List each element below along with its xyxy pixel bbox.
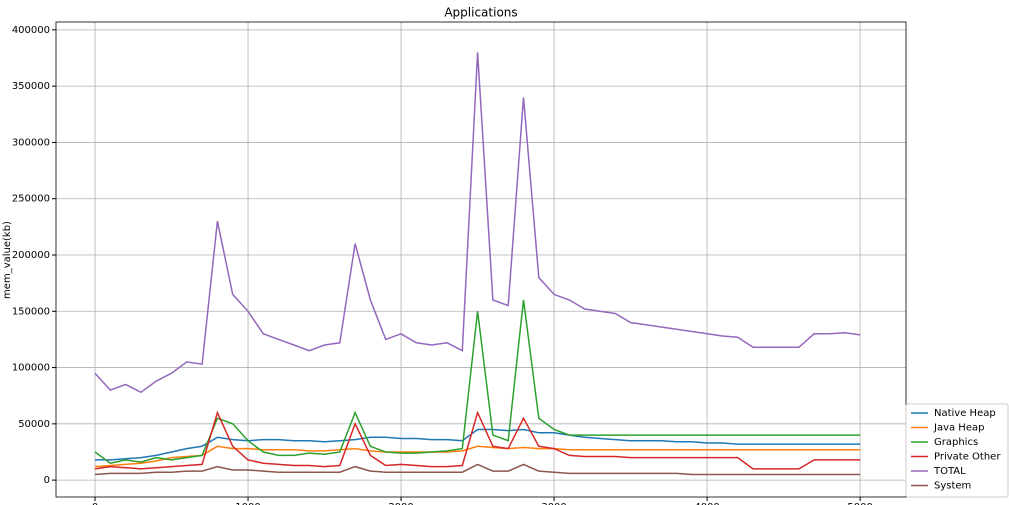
- data-line: [94, 299, 861, 465]
- y-tick-label: 350000: [12, 81, 50, 92]
- x-tick-label: 3000: [541, 502, 566, 505]
- legend-label: Native Heap: [934, 408, 996, 419]
- x-tick-label: 1000: [235, 502, 260, 505]
- data-line: [95, 428, 861, 461]
- data-line: [94, 52, 861, 394]
- y-tick-label: 300000: [12, 137, 50, 148]
- plot-frame: [55, 21, 907, 498]
- chart-title: Applications: [444, 6, 517, 20]
- y-tick-label: 150000: [12, 306, 50, 317]
- data-line: [94, 410, 861, 470]
- y-tick-label: 200000: [12, 250, 50, 261]
- x-tick-label: 2000: [388, 502, 413, 505]
- legend-label: Java Heap: [933, 423, 984, 434]
- legend-label: System: [934, 481, 971, 492]
- x-tick-label: 4000: [694, 502, 719, 505]
- legend-label: TOTAL: [933, 466, 966, 477]
- x-tick-label: 0: [92, 502, 98, 505]
- y-axis-label: mem_value(kb): [2, 221, 13, 299]
- y-tick-label: 0: [44, 475, 50, 486]
- data-line: [94, 463, 861, 476]
- legend-label: Private Other: [934, 452, 1001, 463]
- y-tick-label: 400000: [12, 25, 50, 36]
- legend-box: [905, 403, 1009, 498]
- legend-label: Graphics: [934, 437, 978, 448]
- y-tick-label: 50000: [18, 419, 50, 430]
- y-tick-label: 100000: [12, 363, 50, 374]
- x-tick-label: 5000: [847, 502, 872, 505]
- y-tick-label: 250000: [12, 194, 50, 205]
- data-line: [94, 445, 861, 468]
